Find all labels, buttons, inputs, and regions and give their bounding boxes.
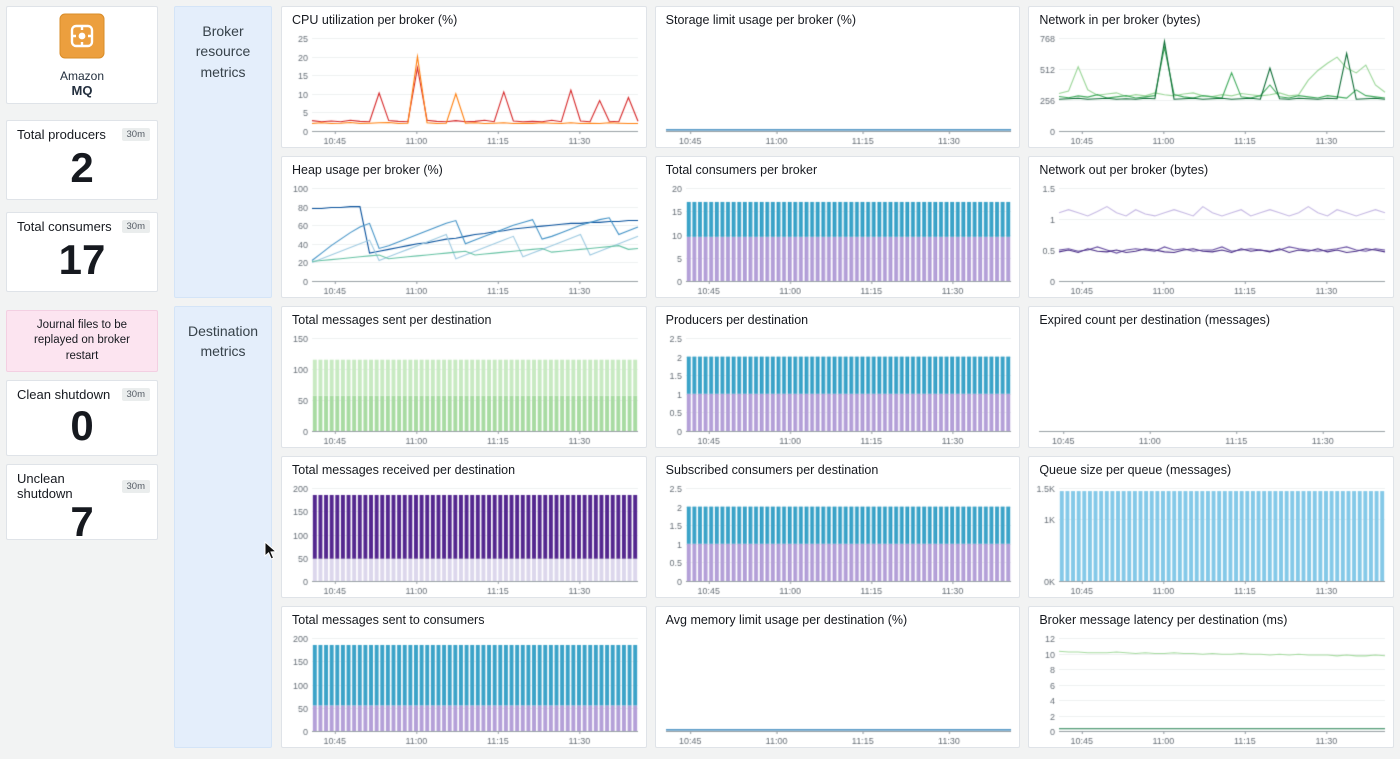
chart-panel-messages-sent-to-consumers: Total messages sent to consumers: [281, 606, 647, 748]
chart-canvas-producers-per-destination[interactable]: [655, 331, 1020, 447]
chart-canvas-expired-count[interactable]: [1029, 331, 1393, 447]
section-labels-column: Broker resource metrics Destination metr…: [174, 6, 272, 753]
chart-panel-queue-size: Queue size per queue (messages): [1028, 456, 1394, 598]
stat-clean-shutdown: Clean shutdown 30m 0: [6, 380, 158, 456]
chart-canvas-heap-usage[interactable]: [282, 181, 646, 297]
chart-title: Network out per broker (bytes): [1039, 163, 1209, 177]
chart-title: Producers per destination: [665, 313, 809, 327]
chart-panel-total-messages-sent: Total messages sent per destination: [281, 306, 647, 448]
amazon-mq-logo-panel: Amazon MQ: [6, 6, 158, 104]
stat-total-consumers: Total consumers 30m 17: [6, 212, 158, 292]
chart-canvas-network-out[interactable]: [1029, 181, 1393, 297]
chart-panel-cpu-utilization: CPU utilization per broker (%): [281, 6, 647, 148]
chart-panel-broker-message-latency: Broker message latency per destination (…: [1028, 606, 1394, 748]
chart-panel-storage-limit-usage: Storage limit usage per broker (%): [654, 6, 1021, 148]
chart-canvas-network-in[interactable]: [1029, 31, 1393, 147]
chart-canvas-total-messages-sent[interactable]: [282, 331, 646, 447]
stat-label: Total consumers: [17, 219, 112, 234]
chart-title: CPU utilization per broker (%): [292, 13, 458, 27]
stat-value: 7: [70, 498, 94, 545]
chart-grid: CPU utilization per broker (%) Storage l…: [281, 6, 1394, 753]
stat-value: 2: [70, 143, 94, 191]
sidebar: Amazon MQ Total producers 30m 2 Total co…: [6, 6, 158, 753]
chart-title: Queue size per queue (messages): [1039, 463, 1232, 477]
stat-label: Total producers: [17, 127, 106, 142]
chart-title: Total messages sent to consumers: [292, 613, 485, 627]
stat-label: Clean shutdown: [17, 387, 111, 402]
chart-title: Subscribed consumers per destination: [665, 463, 879, 477]
section-destination-metrics: Destination metrics: [174, 306, 272, 748]
chart-title: Network in per broker (bytes): [1039, 13, 1201, 27]
stat-unclean-shutdown: Unclean shutdown 30m 7: [6, 464, 158, 543]
chart-title: Heap usage per broker (%): [292, 163, 443, 177]
chart-panel-network-out: Network out per broker (bytes): [1028, 156, 1394, 298]
section-broker-resource-metrics: Broker resource metrics: [174, 6, 272, 298]
journal-replay-note: Journal files to be replayed on broker r…: [6, 310, 158, 372]
chart-panel-expired-count: Expired count per destination (messages): [1028, 306, 1394, 448]
chart-panel-total-messages-received: Total messages received per destination: [281, 456, 647, 598]
chart-panel-avg-memory-limit: Avg memory limit usage per destination (…: [654, 606, 1021, 748]
stat-total-producers: Total producers 30m 2: [6, 120, 158, 200]
chart-canvas-total-messages-received[interactable]: [282, 481, 646, 597]
chart-title: Total consumers per broker: [665, 163, 818, 177]
chart-panel-subscribed-consumers: Subscribed consumers per destination: [654, 456, 1021, 598]
chart-title: Avg memory limit usage per destination (…: [665, 613, 908, 627]
chart-title: Total messages sent per destination: [292, 313, 492, 327]
chart-canvas-queue-size[interactable]: [1029, 481, 1393, 597]
amazon-mq-icon: [59, 13, 105, 64]
stat-label: Unclean shutdown: [17, 471, 73, 501]
chart-title: Storage limit usage per broker (%): [665, 13, 857, 27]
chart-panel-total-consumers-per-broker: Total consumers per broker: [654, 156, 1021, 298]
chart-title: Total messages received per destination: [292, 463, 516, 477]
time-range-badge: 30m: [121, 479, 150, 493]
chart-panel-heap-usage: Heap usage per broker (%): [281, 156, 647, 298]
chart-panel-producers-per-destination: Producers per destination: [654, 306, 1021, 448]
chart-panel-network-in: Network in per broker (bytes): [1028, 6, 1394, 148]
chart-canvas-subscribed-consumers[interactable]: [655, 481, 1020, 597]
mouse-cursor: [264, 540, 278, 566]
logo-brand-text: Amazon: [59, 68, 105, 83]
time-range-badge: 30m: [121, 220, 150, 233]
chart-title: Broker message latency per destination (…: [1039, 613, 1288, 627]
stat-value: 0: [70, 401, 94, 449]
stat-value: 17: [58, 235, 106, 283]
chart-canvas-broker-message-latency[interactable]: [1029, 631, 1393, 747]
time-range-badge: 30m: [121, 128, 150, 141]
chart-canvas-storage-limit-usage[interactable]: [655, 31, 1020, 147]
chart-canvas-cpu-utilization[interactable]: [282, 31, 646, 147]
chart-canvas-messages-sent-to-consumers[interactable]: [282, 631, 646, 747]
time-range-badge: 30m: [121, 388, 150, 401]
chart-canvas-avg-memory-limit[interactable]: [655, 631, 1020, 747]
chart-canvas-total-consumers-per-broker[interactable]: [655, 181, 1020, 297]
logo-product-text: MQ: [71, 82, 93, 98]
chart-title: Expired count per destination (messages): [1039, 313, 1271, 327]
